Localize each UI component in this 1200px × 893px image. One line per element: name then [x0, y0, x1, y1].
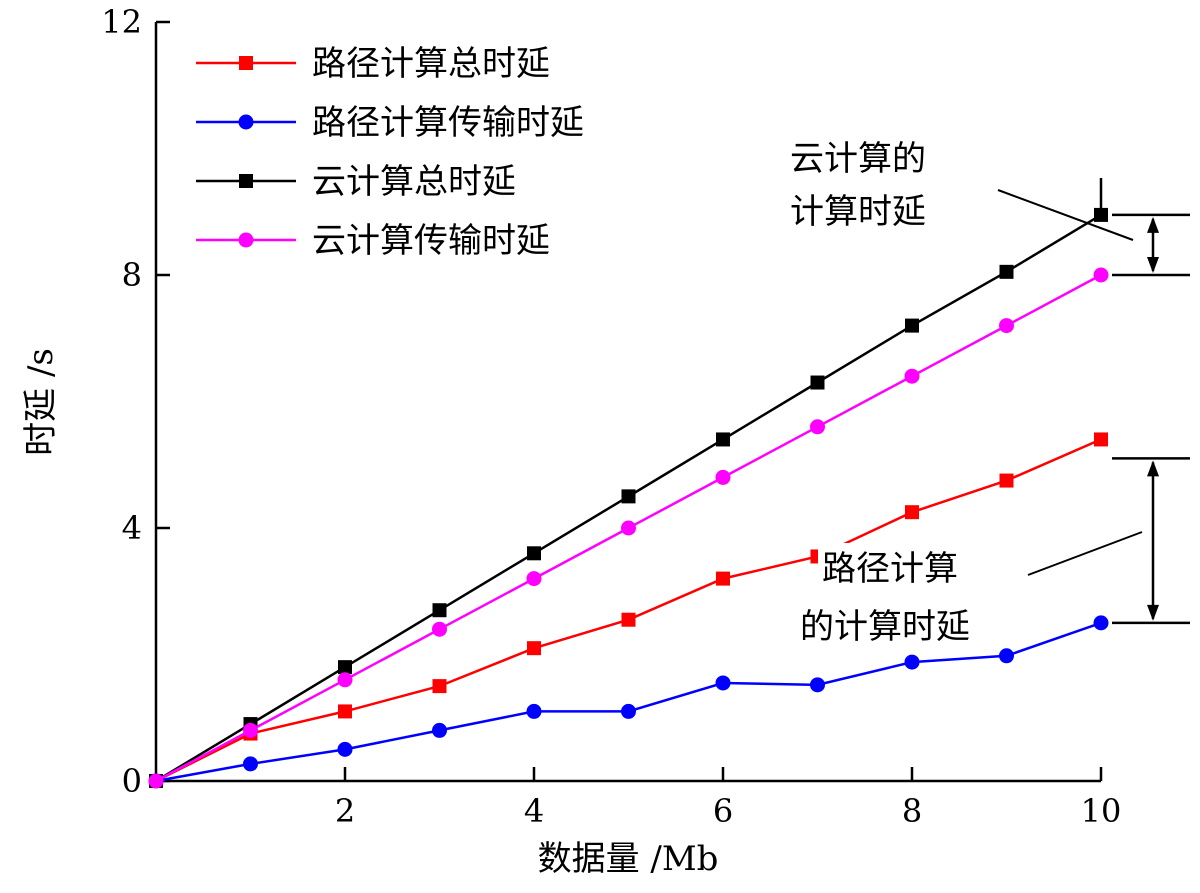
data-point — [905, 318, 919, 333]
y-tick-label: 0 — [122, 762, 142, 800]
annotation-text: 云计算的 — [790, 139, 926, 179]
legend-marker — [238, 114, 254, 130]
series-2 — [148, 615, 1109, 789]
data-point — [338, 704, 352, 719]
legend-item: 路径计算传输时延 — [196, 103, 584, 143]
data-point — [621, 703, 636, 719]
y-axis-label: 时延 /s — [21, 348, 61, 456]
data-point — [999, 264, 1014, 279]
y-tick-label: 12 — [101, 3, 142, 41]
data-point — [527, 546, 541, 561]
data-point — [526, 703, 542, 719]
data-point — [148, 773, 164, 789]
data-point — [432, 679, 447, 694]
data-point — [999, 318, 1014, 334]
data-point — [432, 621, 447, 637]
x-axis-label: 数据量 /Mb — [538, 839, 719, 879]
data-point — [716, 571, 730, 586]
data-point — [1093, 267, 1109, 283]
data-point — [716, 432, 730, 447]
annotation-backdrop — [818, 543, 1016, 589]
data-point — [905, 505, 919, 520]
x-tick-label: 10 — [1081, 792, 1122, 830]
data-point — [999, 473, 1014, 488]
data-point — [810, 419, 825, 435]
data-point — [526, 571, 542, 587]
data-point — [715, 469, 731, 485]
legend-marker — [238, 232, 254, 248]
data-point — [715, 675, 731, 691]
data-point — [810, 677, 825, 693]
legend-item: 云计算传输时延 — [196, 221, 550, 261]
data-point — [904, 654, 920, 670]
data-point — [621, 489, 636, 504]
legend-item: 云计算总时延 — [196, 162, 516, 202]
leader-line — [1027, 531, 1143, 576]
leader-line — [997, 189, 1134, 241]
legend-item: 路径计算总时延 — [196, 44, 550, 84]
data-point — [432, 722, 447, 738]
data-point — [621, 520, 636, 536]
data-point — [1093, 615, 1109, 631]
x-tick-label: 4 — [524, 792, 544, 830]
axes: 2 4 6 8 10 0 4 8 12 — [101, 3, 1121, 830]
data-point — [338, 660, 352, 675]
arrow-head — [1147, 460, 1159, 477]
legend-marker — [239, 174, 253, 188]
annotation-text: 的计算时延 — [800, 607, 970, 647]
data-point — [432, 603, 447, 618]
annotation-text: 路径计算 — [822, 549, 958, 589]
data-point — [337, 741, 353, 757]
y-tick-label: 8 — [122, 256, 142, 294]
data-point — [621, 612, 636, 627]
data-point — [1094, 432, 1108, 447]
y-tick-label: 4 — [122, 509, 142, 547]
data-point — [527, 641, 541, 656]
legend-label: 云计算总时延 — [312, 162, 516, 202]
legend-label: 云计算传输时延 — [312, 221, 550, 261]
legend-marker — [239, 56, 253, 70]
legend-label: 路径计算传输时延 — [312, 103, 584, 143]
series-4 — [148, 267, 1109, 789]
x-tick-label: 6 — [713, 792, 733, 830]
series-3 — [149, 207, 1108, 788]
arrow-head — [1147, 216, 1159, 233]
arrow-head — [1147, 257, 1159, 273]
annotation-text: 计算时延 — [790, 192, 926, 232]
data-point — [243, 756, 258, 772]
data-point — [1094, 207, 1108, 222]
data-point — [243, 722, 258, 738]
legend-label: 路径计算总时延 — [312, 44, 550, 84]
series-layer — [148, 207, 1109, 789]
data-point — [810, 375, 825, 390]
data-point — [904, 368, 920, 384]
x-tick-label: 2 — [335, 792, 355, 830]
data-point — [337, 672, 353, 688]
x-tick-label: 8 — [902, 792, 922, 830]
arrow-head — [1147, 604, 1159, 621]
data-point — [999, 648, 1014, 664]
